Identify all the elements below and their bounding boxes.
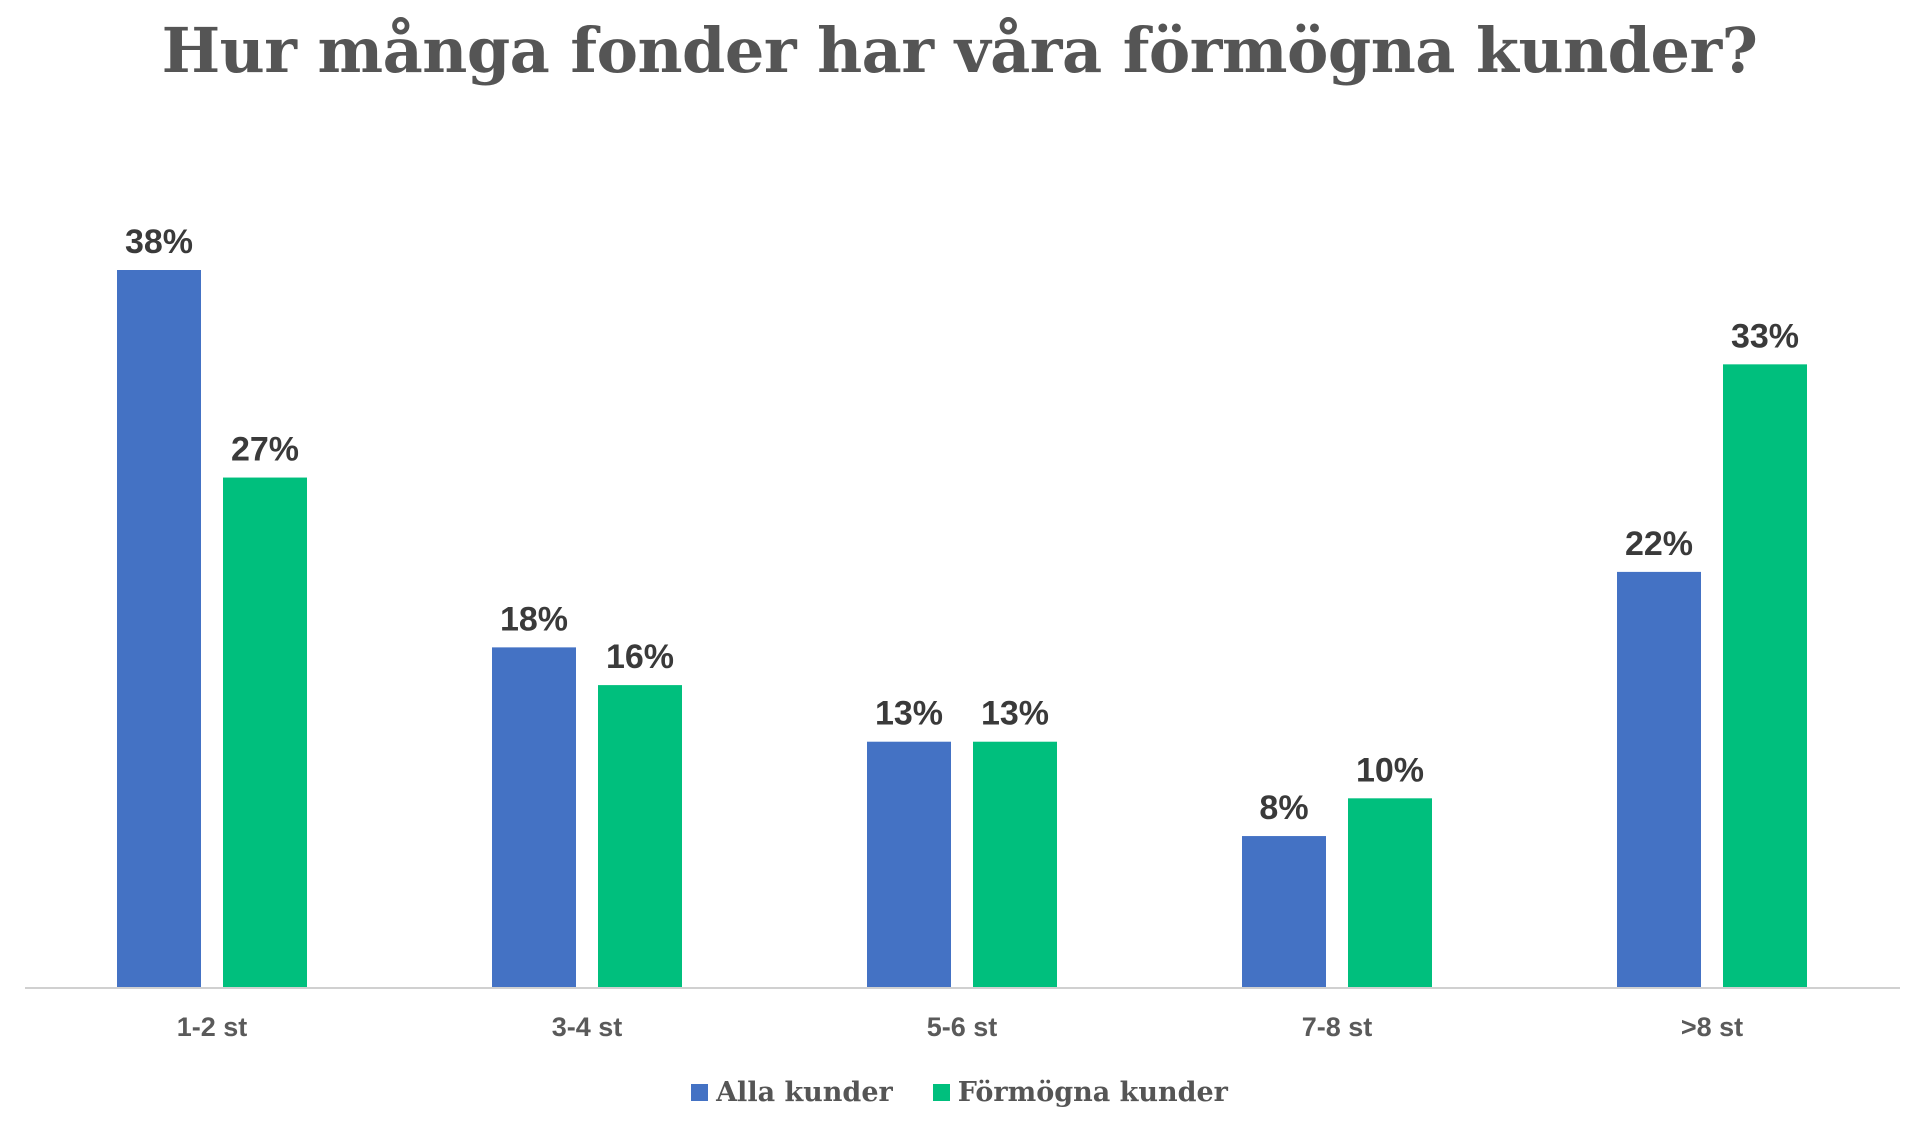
bar-alla-kunder [492, 647, 576, 987]
bar-alla-kunder [1242, 836, 1326, 987]
bar-formogna-kunder [598, 685, 682, 987]
chart-title: Hur många fonder har våra förmögna kunde… [161, 14, 1758, 87]
legend-swatch [691, 1084, 709, 1101]
legend-swatch [932, 1084, 950, 1101]
category-label: 5-6 st [927, 1012, 998, 1042]
legend-label: Alla kunder [716, 1077, 893, 1108]
bar-value-label: 27% [231, 431, 299, 469]
bar-alla-kunder [867, 741, 951, 987]
bar-value-label: 22% [1625, 525, 1693, 563]
legend-label: Förmögna kunder [957, 1077, 1228, 1108]
bar-value-label: 8% [1259, 789, 1308, 827]
bar-value-label: 16% [606, 638, 674, 676]
category-label: >8 st [1681, 1012, 1743, 1042]
bar-formogna-kunder [1348, 798, 1432, 987]
bar-alla-kunder [117, 270, 201, 987]
bar-value-label: 13% [875, 695, 943, 733]
bar-value-label: 38% [125, 223, 193, 261]
category-label: 1-2 st [177, 1012, 248, 1042]
legend: Alla kunder Förmögna kunder [0, 1077, 1919, 1108]
category-label: 7-8 st [1302, 1012, 1373, 1042]
bar-formogna-kunder [973, 741, 1057, 987]
bar-formogna-kunder [223, 477, 307, 987]
bars-group [117, 270, 1807, 987]
category-label: 3-4 st [552, 1012, 623, 1042]
bar-value-label: 18% [500, 600, 568, 638]
value-labels-group: 38% 18% 13% 8% 22% 27% 16% 13% 10% 33% [125, 223, 1799, 827]
bar-value-label: 33% [1731, 317, 1799, 355]
bar-formogna-kunder [1723, 364, 1807, 987]
category-labels-group: 1-2 st 3-4 st 5-6 st 7-8 st >8 st [177, 1012, 1743, 1042]
legend-item-alla-kunder[interactable]: Alla kunder [691, 1077, 893, 1108]
bar-value-label: 13% [981, 695, 1049, 733]
legend-item-formogna-kunder[interactable]: Förmögna kunder [932, 1077, 1228, 1108]
bar-value-label: 10% [1356, 751, 1424, 789]
bar-alla-kunder [1617, 571, 1701, 987]
